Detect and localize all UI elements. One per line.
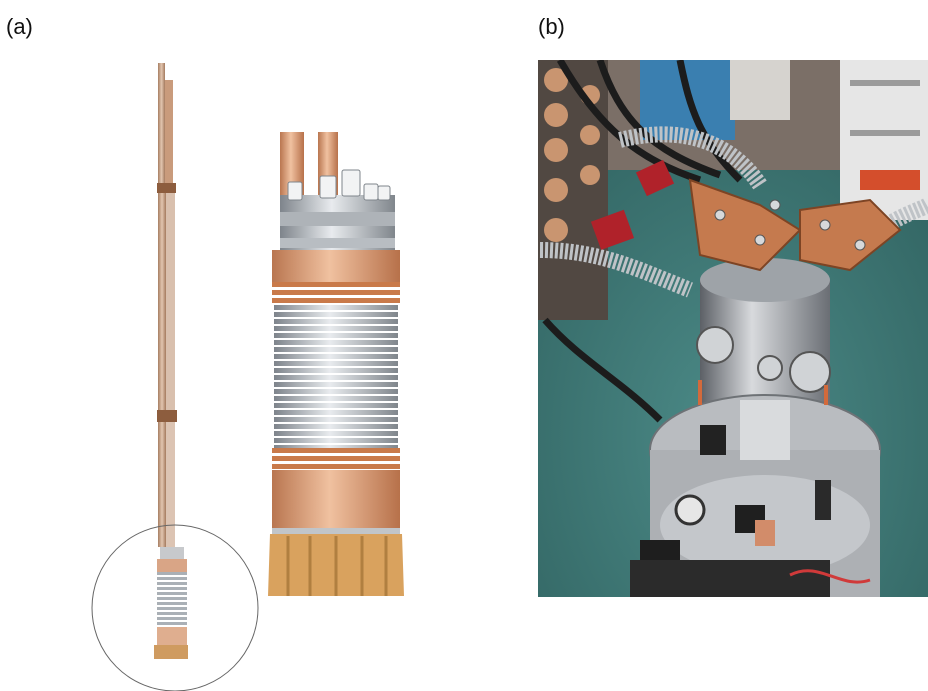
panel-b-label: (b) bbox=[538, 14, 565, 39]
bellows-ring bbox=[274, 347, 398, 352]
bellows-ring bbox=[274, 375, 398, 380]
bellows-ring bbox=[274, 424, 398, 429]
bellows-ring bbox=[274, 445, 398, 450]
bellows-ring bbox=[274, 382, 398, 387]
cryostat-photo bbox=[538, 60, 928, 597]
bellows-ring bbox=[274, 438, 398, 443]
bellows-ring bbox=[274, 326, 398, 331]
bellows-ring bbox=[274, 396, 398, 401]
bellows-ring bbox=[274, 333, 398, 338]
panel-a-label: (a) bbox=[6, 14, 33, 39]
bellows-ring bbox=[274, 319, 398, 324]
bellows-ring bbox=[274, 417, 398, 422]
bellows-ring bbox=[274, 361, 398, 366]
bellows-ring bbox=[274, 368, 398, 373]
probe-long-view bbox=[154, 63, 188, 659]
bellows-ring bbox=[274, 410, 398, 415]
bellows-ring bbox=[274, 354, 398, 359]
bellows-ring bbox=[274, 305, 398, 310]
magnify-circle bbox=[91, 524, 259, 691]
probe-head-zoom bbox=[268, 132, 404, 596]
bellows-ring bbox=[274, 431, 398, 436]
bellows-ring bbox=[274, 340, 398, 345]
bellows-ring bbox=[274, 403, 398, 408]
bellows-ring bbox=[274, 389, 398, 394]
bellows-ring bbox=[274, 312, 398, 317]
